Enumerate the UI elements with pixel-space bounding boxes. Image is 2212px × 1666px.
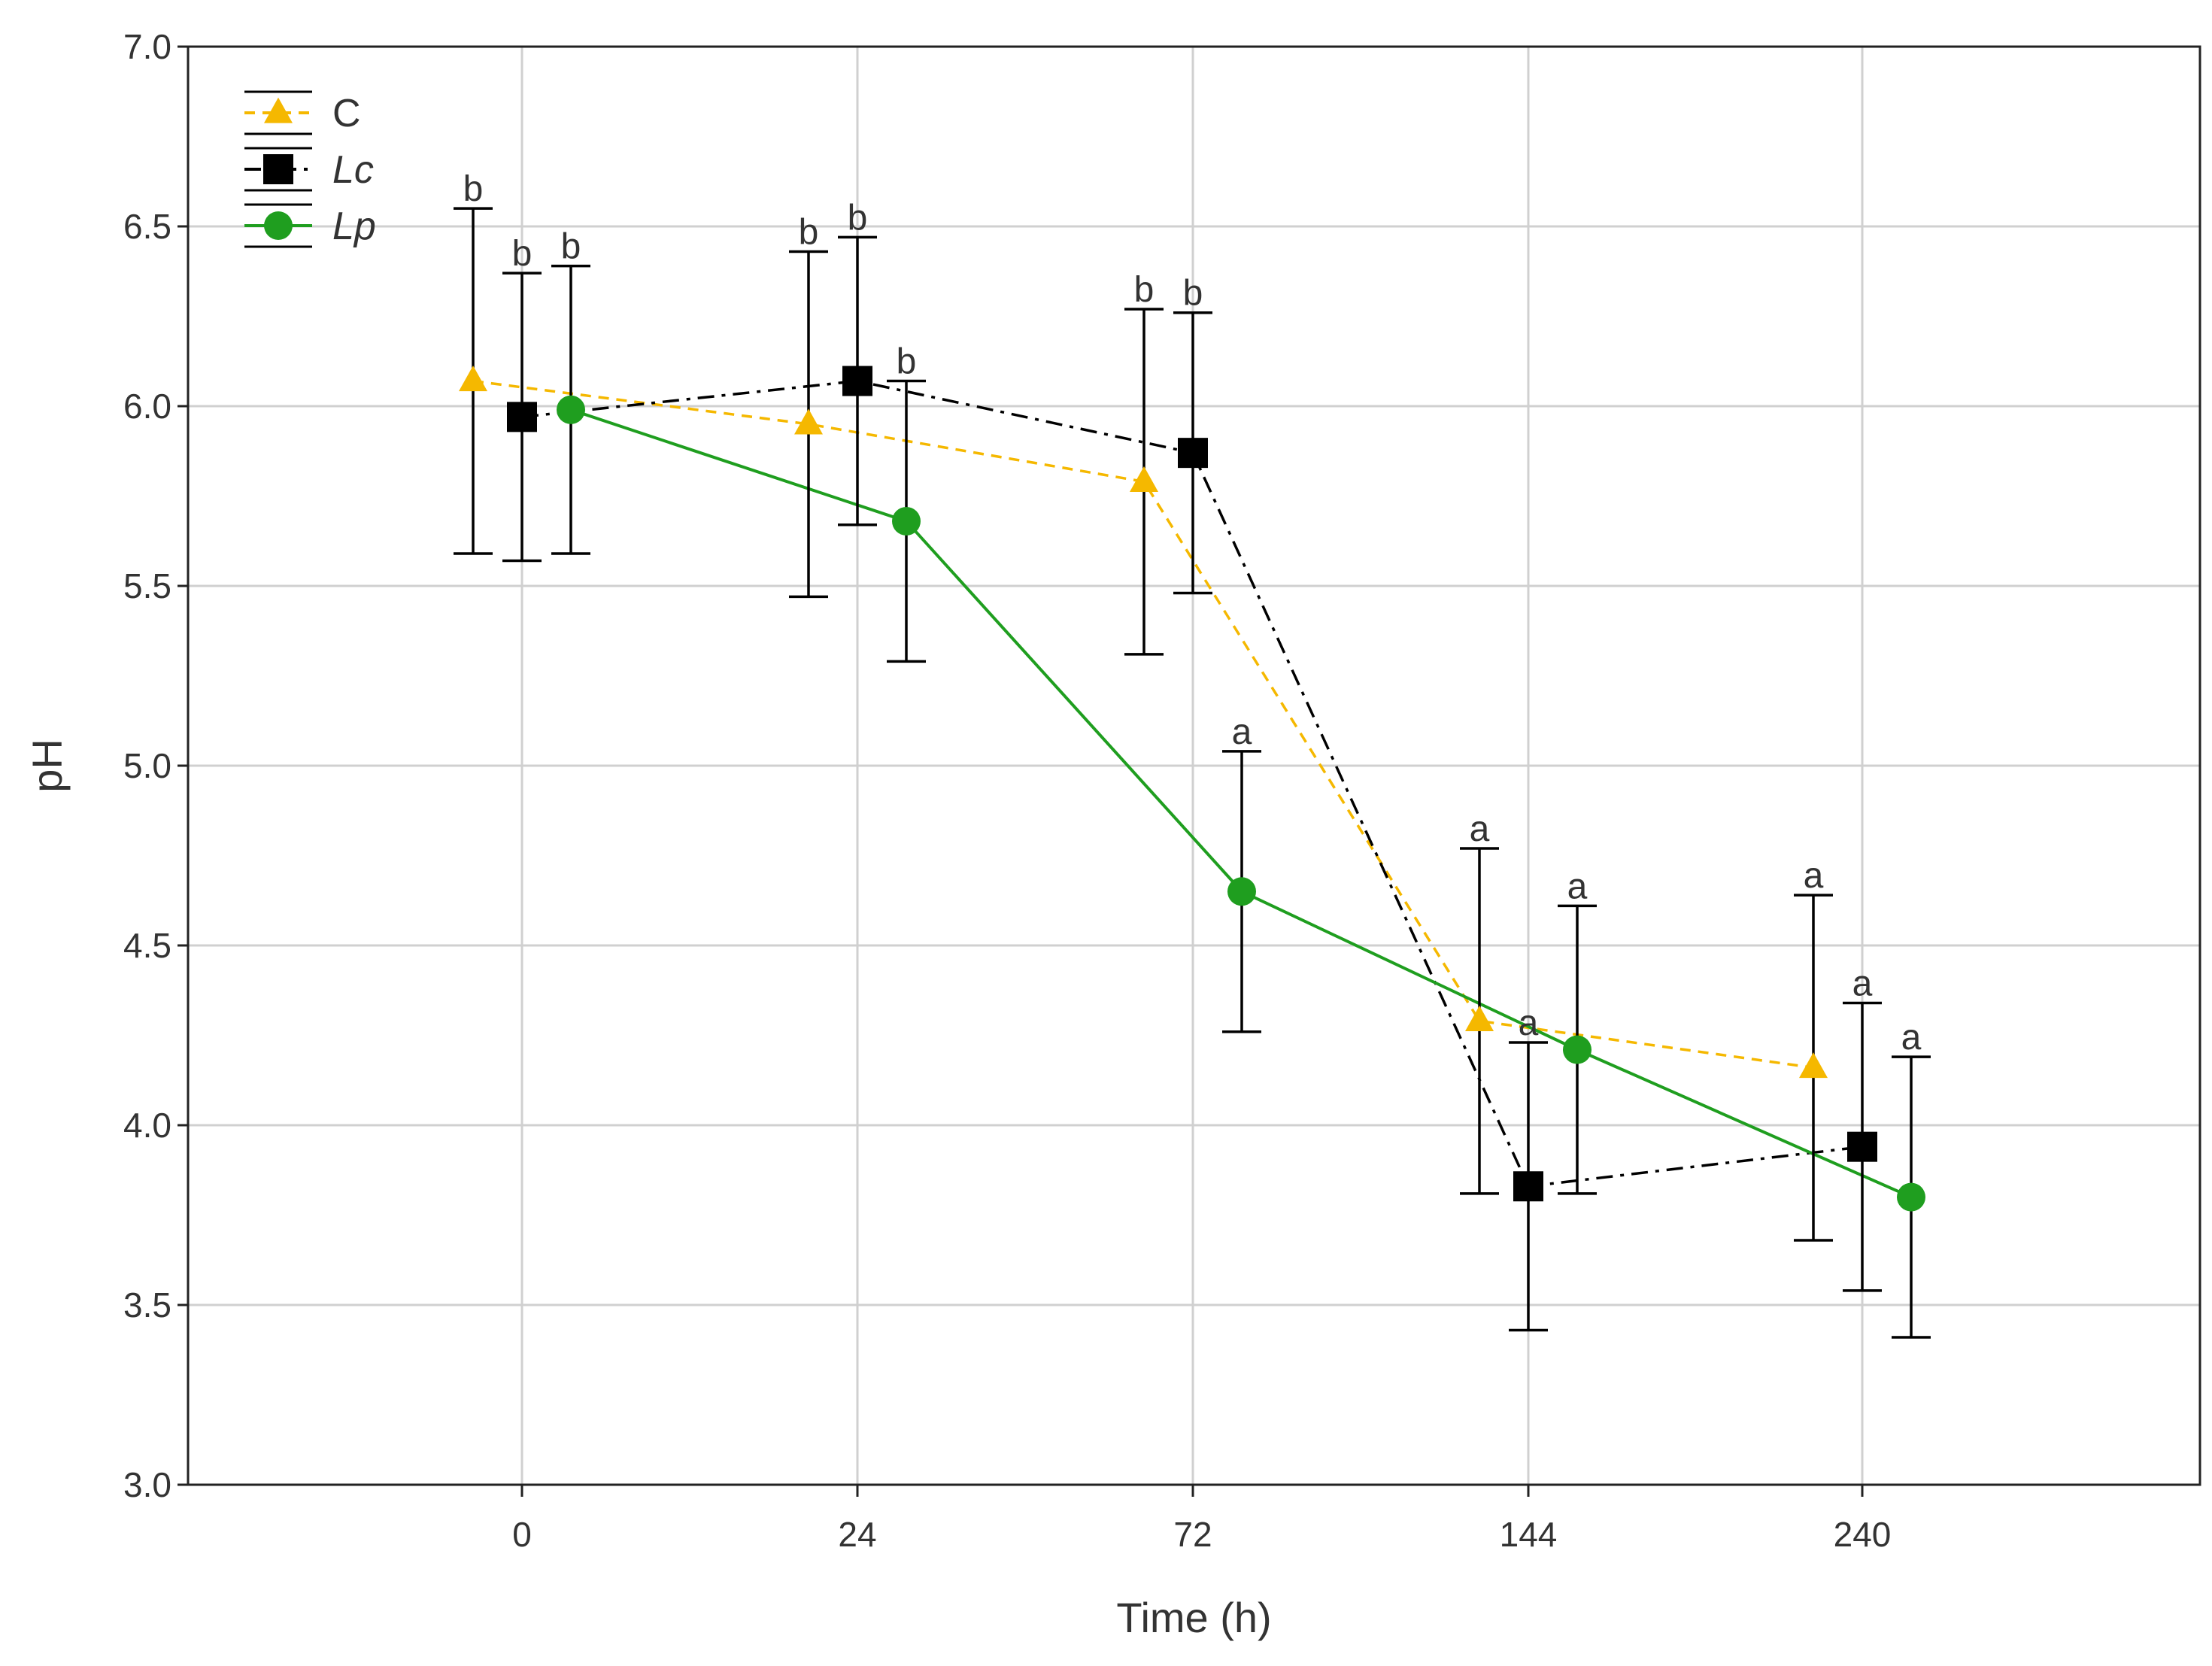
y-tick-label: 3.0 [123,1465,171,1504]
legend-label-c: C [332,92,361,135]
y-tick-label: 3.5 [123,1285,171,1325]
significance-letter-c: b [1134,270,1155,310]
data-point-lc [842,366,872,396]
x-axis-label: Time (h) [1116,1594,1271,1641]
significance-letter-lp: b [561,227,581,267]
y-tick-label: 5.5 [123,566,171,605]
x-tick-label: 72 [1173,1515,1212,1554]
significance-letter-lp: b [897,342,917,382]
y-tick-label: 6.5 [123,207,171,246]
legend-label-lc: Lc [332,148,374,192]
series-markers [459,366,1925,1212]
data-point-lp [892,506,921,536]
significance-letter-lp: a [1901,1018,1922,1058]
data-point-c [1465,1005,1494,1031]
significance-letter-lc: b [512,234,533,274]
significance-letter-lc: b [1183,274,1203,314]
data-point-lc [1847,1131,1877,1162]
significance-letter-lc: a [1852,963,1873,1003]
significance-letter-lc: b [848,198,868,238]
legend-label-lp: Lp [332,205,376,248]
x-tick-label: 240 [1834,1515,1892,1554]
significance-letter-c: b [463,169,484,209]
significance-letter-c: b [799,212,819,252]
data-point-lp [1897,1182,1925,1212]
significance-letter-c: a [1804,856,1824,896]
x-tick-label: 24 [838,1515,876,1554]
legend-marker-lc [263,154,293,184]
data-point-lp [1563,1035,1591,1064]
x-axis-ticks: 0 24 72 144 240 [512,1485,1891,1554]
data-point-c [794,408,823,435]
y-tick-label: 4.5 [123,926,171,965]
y-tick-label: 6.0 [123,387,171,426]
y-tick-label: 5.0 [123,746,171,785]
legend: C Lc Lp [244,90,376,248]
data-point-lp [557,395,585,424]
y-tick-label: 4.0 [123,1106,171,1145]
y-axis-ticks: 3.0 3.5 4.0 4.5 5.0 5.5 6.0 6.5 7.0 [123,27,188,1504]
y-axis-label: pH [23,739,71,793]
x-tick-label: 144 [1500,1515,1558,1554]
data-point-lc [1178,438,1208,469]
legend-marker-lp [264,211,293,240]
significance-letter-lp: a [1567,866,1588,906]
data-point-c [459,366,487,392]
y-tick-label: 7.0 [123,27,171,66]
significance-letter-lp: a [1232,712,1252,752]
data-point-lp [1227,877,1256,906]
series-line-c [472,379,1814,1070]
data-point-c [1130,466,1158,492]
significance-letter-c: a [1470,809,1490,849]
data-point-lc [507,402,537,432]
x-tick-label: 0 [512,1515,532,1554]
data-point-c [1799,1052,1828,1079]
significance-letter-lc: a [1519,1003,1539,1043]
legend-marker-c [264,97,293,123]
data-point-lc [1513,1171,1543,1202]
